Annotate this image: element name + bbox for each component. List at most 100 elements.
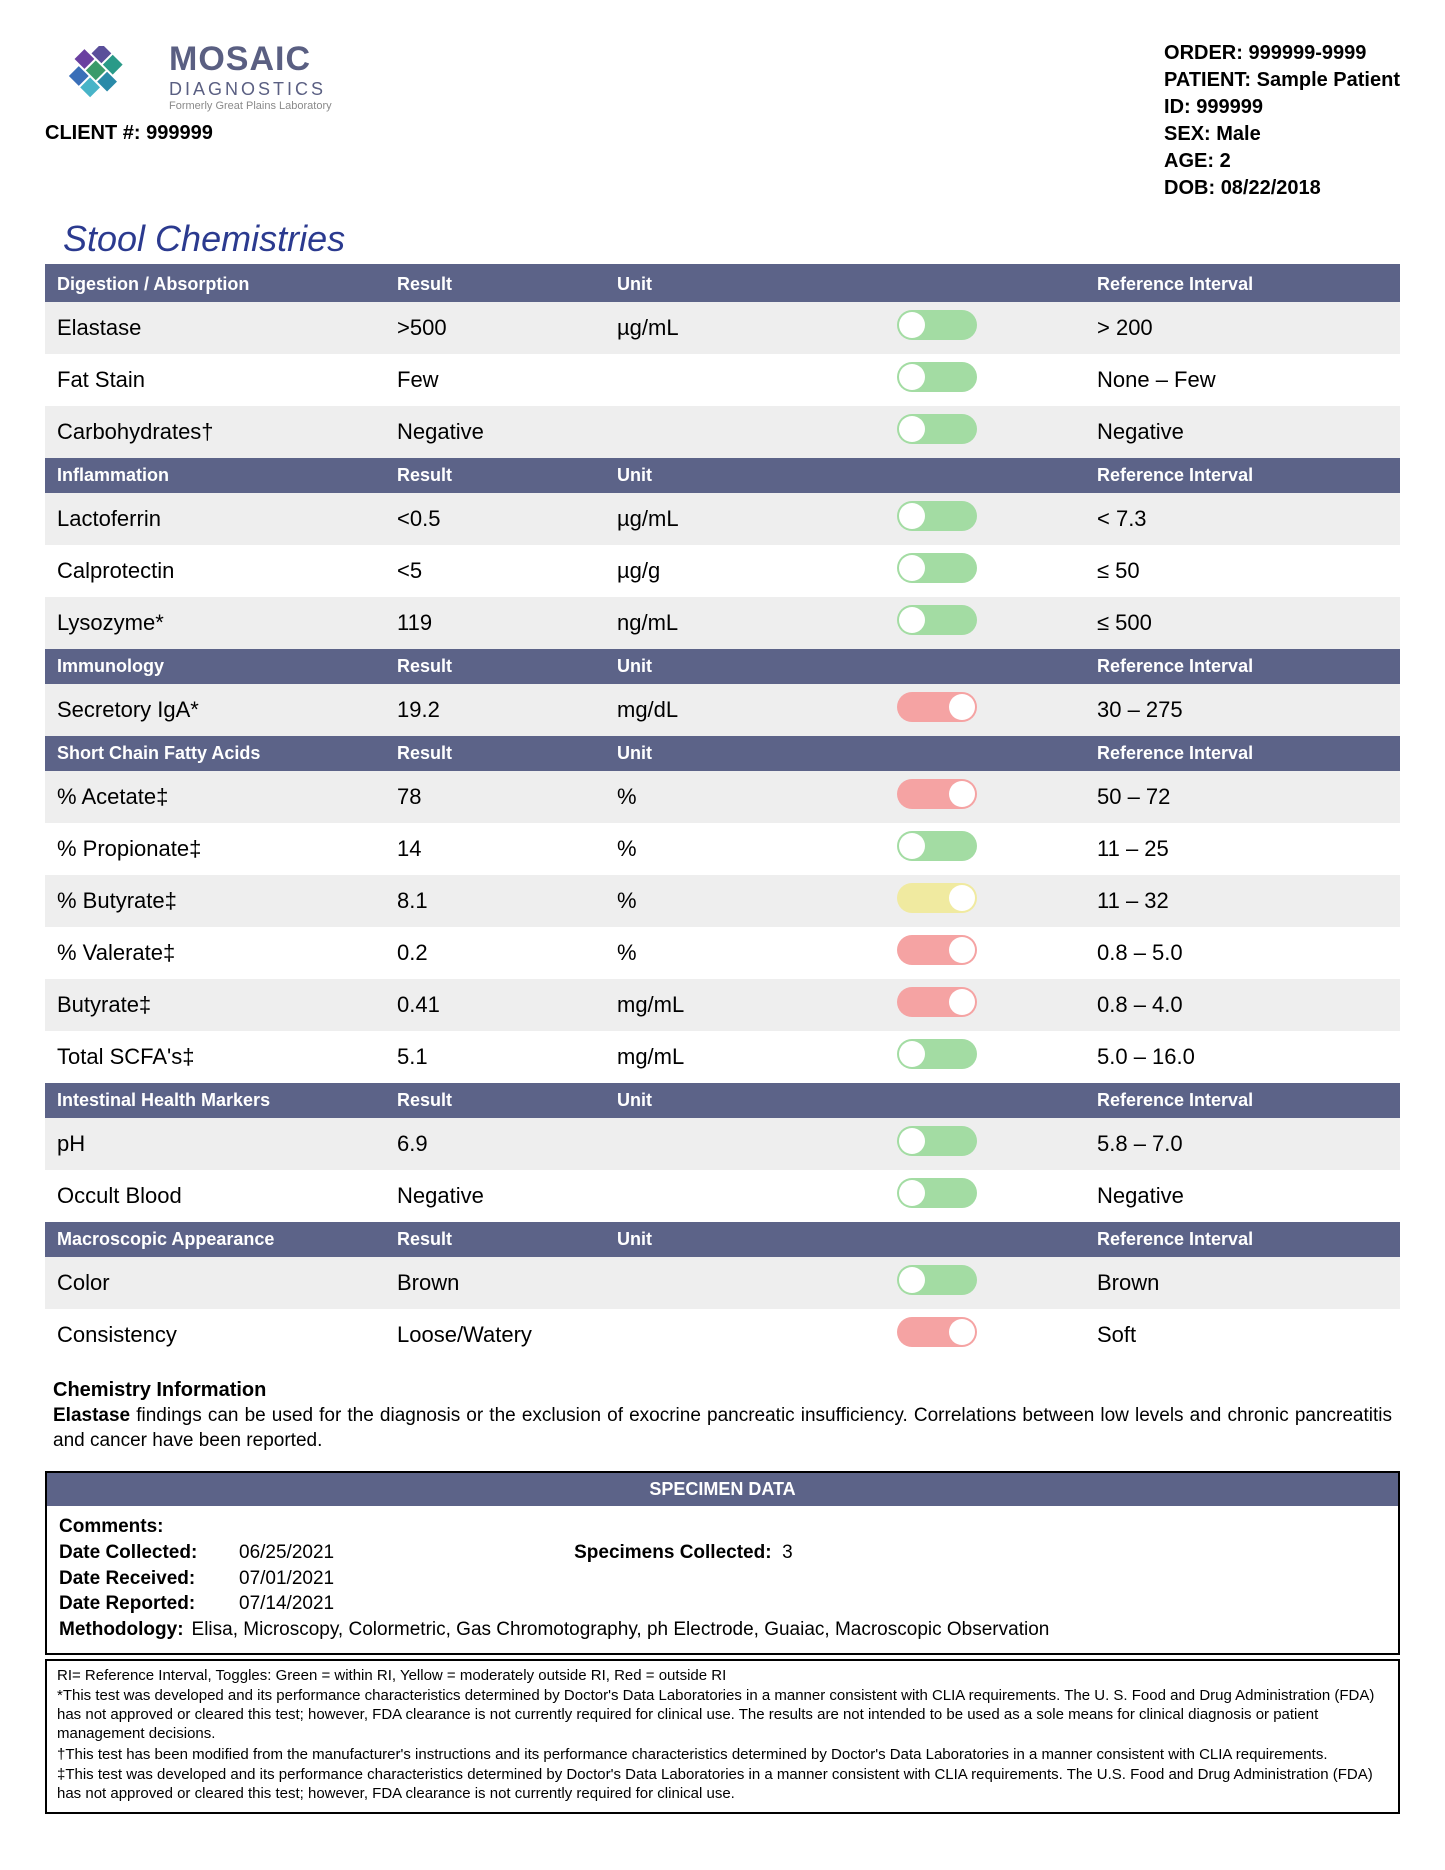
result-value: >500 — [397, 315, 617, 341]
reference-interval: < 7.3 — [1097, 506, 1388, 532]
unit-value: µg/mL — [617, 315, 897, 341]
reference-interval: 0.8 – 5.0 — [1097, 940, 1388, 966]
result-value: 5.1 — [397, 1044, 617, 1070]
footnote-line: ‡This test was developed and its perform… — [57, 1766, 1388, 1804]
mosaic-logo-icon — [45, 46, 155, 106]
table-row: Occult BloodNegativeNegative — [45, 1170, 1400, 1222]
table-row: % Butyrate‡8.1%11 – 32 — [45, 875, 1400, 927]
result-value: 119 — [397, 610, 617, 636]
unit-value: mg/mL — [617, 992, 897, 1018]
table-row: ConsistencyLoose/WaterySoft — [45, 1309, 1400, 1361]
section-title: Digestion / Absorption — [57, 274, 397, 295]
results-table: Digestion / AbsorptionResultUnitReferenc… — [45, 267, 1400, 1361]
result-value: Negative — [397, 1183, 617, 1209]
col-unit: Unit — [617, 1090, 897, 1111]
unit-value: % — [617, 784, 897, 810]
reference-interval: > 200 — [1097, 315, 1388, 341]
table-row: Fat StainFew None – Few — [45, 354, 1400, 406]
col-reference: Reference Interval — [1097, 465, 1388, 486]
section-header: Digestion / AbsorptionResultUnitReferenc… — [45, 267, 1400, 302]
reference-interval: ≤ 50 — [1097, 558, 1388, 584]
reference-interval: 5.0 – 16.0 — [1097, 1044, 1388, 1070]
unit-value: mg/mL — [617, 1044, 897, 1070]
result-value: Brown — [397, 1270, 617, 1296]
status-toggle — [897, 1317, 1097, 1353]
col-unit: Unit — [617, 743, 897, 764]
section-header: InflammationResultUnitReference Interval — [45, 458, 1400, 493]
col-unit: Unit — [617, 274, 897, 295]
result-value: Few — [397, 367, 617, 393]
unit-value: % — [617, 888, 897, 914]
logo-text: MOSAIC DIAGNOSTICS Formerly Great Plains… — [169, 40, 332, 112]
result-value: 0.41 — [397, 992, 617, 1018]
status-toggle — [897, 692, 1097, 728]
status-toggle — [897, 1178, 1097, 1214]
section-header: Short Chain Fatty AcidsResultUnitReferen… — [45, 736, 1400, 771]
table-row: % Valerate‡0.2%0.8 – 5.0 — [45, 927, 1400, 979]
reference-interval: 30 – 275 — [1097, 697, 1388, 723]
unit-value: µg/mL — [617, 506, 897, 532]
chem-info-text: Elastase findings can be used for the di… — [53, 1404, 1392, 1453]
page-title: Stool Chemistries — [45, 212, 1400, 267]
result-value: 19.2 — [397, 697, 617, 723]
table-row: Butyrate‡0.41mg/mL0.8 – 4.0 — [45, 979, 1400, 1031]
col-unit: Unit — [617, 1229, 897, 1250]
unit-value: ng/mL — [617, 610, 897, 636]
reference-interval: 11 – 32 — [1097, 888, 1388, 914]
result-value: 78 — [397, 784, 617, 810]
status-toggle — [897, 501, 1097, 537]
col-unit: Unit — [617, 465, 897, 486]
specimen-body: Comments: Date Collected: 06/25/2021 Spe… — [47, 1506, 1398, 1652]
col-result: Result — [397, 656, 617, 677]
col-unit: Unit — [617, 656, 897, 677]
reference-interval: 5.8 – 7.0 — [1097, 1131, 1388, 1157]
section-header: Intestinal Health MarkersResultUnitRefer… — [45, 1083, 1400, 1118]
footnote-line: *This test was developed and its perform… — [57, 1687, 1388, 1743]
col-reference: Reference Interval — [1097, 656, 1388, 677]
status-toggle — [897, 831, 1097, 867]
analyte-name: Secretory IgA* — [57, 697, 397, 723]
client-number: CLIENT #: 999999 — [45, 122, 332, 145]
specimen-header: SPECIMEN DATA — [47, 1473, 1398, 1506]
analyte-name: Carbohydrates† — [57, 419, 397, 445]
patient-info: ORDER: 999999-9999 PATIENT: Sample Patie… — [1164, 40, 1400, 202]
section-title: Intestinal Health Markers — [57, 1090, 397, 1111]
analyte-name: % Acetate‡ — [57, 784, 397, 810]
result-value: 6.9 — [397, 1131, 617, 1157]
analyte-name: Calprotectin — [57, 558, 397, 584]
chemistry-information: Chemistry Information Elastase findings … — [45, 1379, 1400, 1467]
reference-interval: None – Few — [1097, 367, 1388, 393]
col-result: Result — [397, 274, 617, 295]
table-row: Total SCFA's‡5.1mg/mL 5.0 – 16.0 — [45, 1031, 1400, 1083]
analyte-name: Lysozyme* — [57, 610, 397, 636]
section-title: Short Chain Fatty Acids — [57, 743, 397, 764]
section-title: Macroscopic Appearance — [57, 1229, 397, 1250]
analyte-name: Occult Blood — [57, 1183, 397, 1209]
brand-sub: DIAGNOSTICS — [169, 79, 332, 100]
status-toggle — [897, 987, 1097, 1023]
col-result: Result — [397, 1229, 617, 1250]
col-result: Result — [397, 465, 617, 486]
table-row: % Propionate‡14%11 – 25 — [45, 823, 1400, 875]
col-result: Result — [397, 1090, 617, 1111]
reference-interval: Brown — [1097, 1270, 1388, 1296]
reference-interval: Negative — [1097, 1183, 1388, 1209]
specimen-data-block: SPECIMEN DATA Comments: Date Collected: … — [45, 1471, 1400, 1654]
chem-info-heading: Chemistry Information — [53, 1379, 1392, 1402]
analyte-name: Total SCFA's‡ — [57, 1044, 397, 1070]
analyte-name: Consistency — [57, 1322, 397, 1348]
footnotes: RI= Reference Interval, Toggles: Green =… — [45, 1659, 1400, 1814]
table-row: Carbohydrates†NegativeNegative — [45, 406, 1400, 458]
analyte-name: % Valerate‡ — [57, 940, 397, 966]
status-toggle — [897, 414, 1097, 450]
unit-value: % — [617, 836, 897, 862]
table-row: Calprotectin<5µg/g≤ 50 — [45, 545, 1400, 597]
status-toggle — [897, 1126, 1097, 1162]
footnote-line: †This test has been modified from the ma… — [57, 1746, 1388, 1765]
section-header: Macroscopic AppearanceResultUnitReferenc… — [45, 1222, 1400, 1257]
analyte-name: Fat Stain — [57, 367, 397, 393]
analyte-name: Color — [57, 1270, 397, 1296]
result-value: 0.2 — [397, 940, 617, 966]
table-row: Lysozyme*119ng/mL≤ 500 — [45, 597, 1400, 649]
footnote-line: RI= Reference Interval, Toggles: Green =… — [57, 1667, 1388, 1686]
